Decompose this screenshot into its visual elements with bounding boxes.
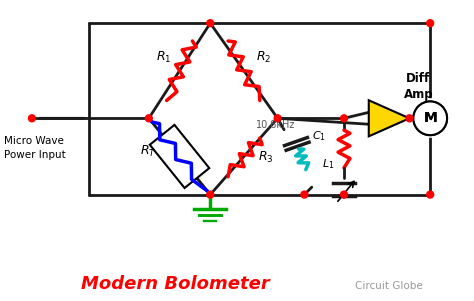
- Circle shape: [207, 20, 214, 27]
- Text: Diff
Amp: Diff Amp: [403, 73, 433, 101]
- Circle shape: [146, 115, 152, 122]
- Circle shape: [427, 191, 434, 198]
- Circle shape: [427, 20, 434, 27]
- Text: M: M: [423, 111, 437, 125]
- Circle shape: [28, 115, 36, 122]
- Circle shape: [413, 101, 447, 135]
- Text: Micro Wave
Power Input: Micro Wave Power Input: [4, 136, 66, 160]
- Text: M: M: [423, 111, 437, 125]
- Text: $R_2$: $R_2$: [256, 50, 272, 65]
- Text: $R_3$: $R_3$: [258, 149, 273, 165]
- Circle shape: [274, 115, 281, 122]
- Text: 10.8kHz: 10.8kHz: [256, 120, 296, 130]
- Circle shape: [340, 191, 347, 198]
- Circle shape: [301, 191, 308, 198]
- Bar: [150, 125, 210, 188]
- Polygon shape: [369, 100, 410, 136]
- Circle shape: [413, 101, 447, 135]
- Text: $R_T$: $R_T$: [139, 144, 156, 159]
- Text: $C_1$: $C_1$: [312, 130, 326, 143]
- Text: $R_1$: $R_1$: [156, 50, 172, 65]
- Circle shape: [340, 115, 347, 122]
- Circle shape: [207, 191, 214, 198]
- Text: $L_1$: $L_1$: [322, 157, 334, 171]
- Text: Circuit Globe: Circuit Globe: [355, 281, 422, 291]
- Circle shape: [406, 115, 413, 122]
- Text: Modern Bolometer: Modern Bolometer: [81, 275, 270, 293]
